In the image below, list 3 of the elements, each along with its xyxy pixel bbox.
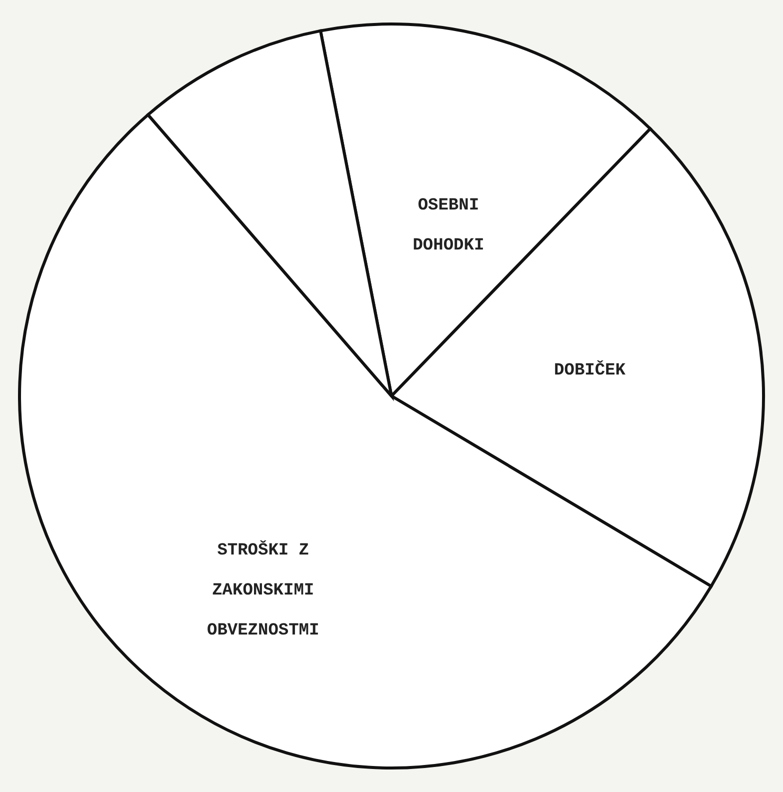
category-label: STROŠKI Z ZAKONSKIMI OBVEZNOSTMI [206, 541, 320, 640]
category-label: OSEBNI DOHODKI [412, 196, 484, 256]
slice-label: DOBIČEK [554, 360, 626, 381]
